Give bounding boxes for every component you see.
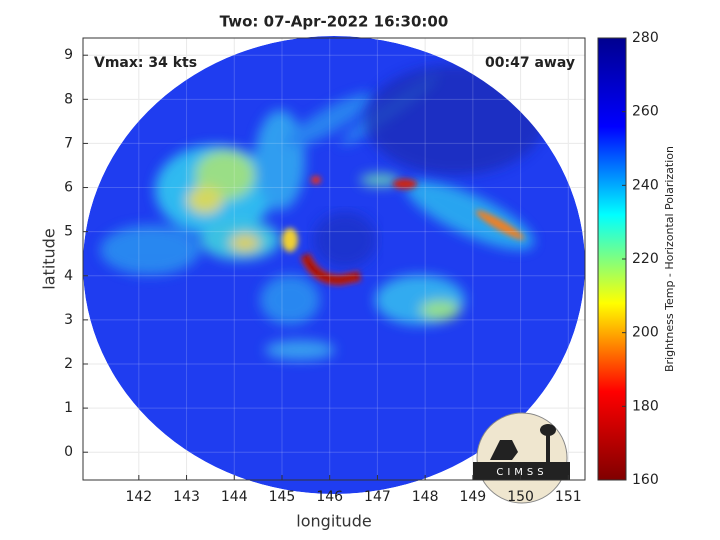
colorbar-tick-label: 180 — [632, 398, 659, 414]
y-tick-label: 5 — [64, 224, 73, 240]
x-tick-label: 143 — [173, 489, 200, 505]
colorbar-tick-label: 260 — [632, 104, 659, 120]
chart-title: Two: 07-Apr-2022 16:30:00 — [220, 13, 449, 31]
y-tick-label: 2 — [64, 356, 73, 372]
y-tick-label: 1 — [64, 400, 73, 416]
x-tick-label: 149 — [459, 489, 486, 505]
x-axis-label: longitude — [296, 512, 371, 531]
colorbar-tick-label: 220 — [632, 251, 659, 267]
colorbar-tick-label: 200 — [632, 325, 659, 341]
colorbar-tick-label: 280 — [632, 30, 659, 46]
x-tick-label: 145 — [269, 489, 296, 505]
x-tick-label: 147 — [364, 489, 391, 505]
colorbar-label: Brightness Temp - Horizontal Polarizatio… — [663, 146, 676, 372]
y-tick-label: 7 — [64, 135, 73, 151]
colorbar-tick-label: 240 — [632, 177, 659, 193]
x-tick-label: 142 — [125, 489, 152, 505]
x-tick-label: 148 — [412, 489, 439, 505]
y-tick-label: 3 — [64, 312, 73, 328]
time-annotation: 00:47 away — [485, 55, 575, 71]
x-tick-label: 150 — [507, 489, 534, 505]
y-tick-label: 8 — [64, 91, 73, 107]
logo-text: CIMSS — [496, 467, 547, 478]
x-tick-label: 151 — [555, 489, 582, 505]
y-tick-label: 0 — [64, 444, 73, 460]
vmax-annotation: Vmax: 34 kts — [94, 55, 197, 71]
colorbar — [597, 37, 627, 481]
x-tick-label: 144 — [221, 489, 248, 505]
y-tick-label: 9 — [64, 47, 73, 63]
colorbar-tick-label: 160 — [632, 472, 659, 488]
y-axis-label: latitude — [40, 228, 59, 289]
y-tick-label: 6 — [64, 180, 73, 196]
x-tick-label: 146 — [316, 489, 343, 505]
satellite-image — [83, 36, 585, 494]
y-tick-label: 4 — [64, 268, 73, 284]
